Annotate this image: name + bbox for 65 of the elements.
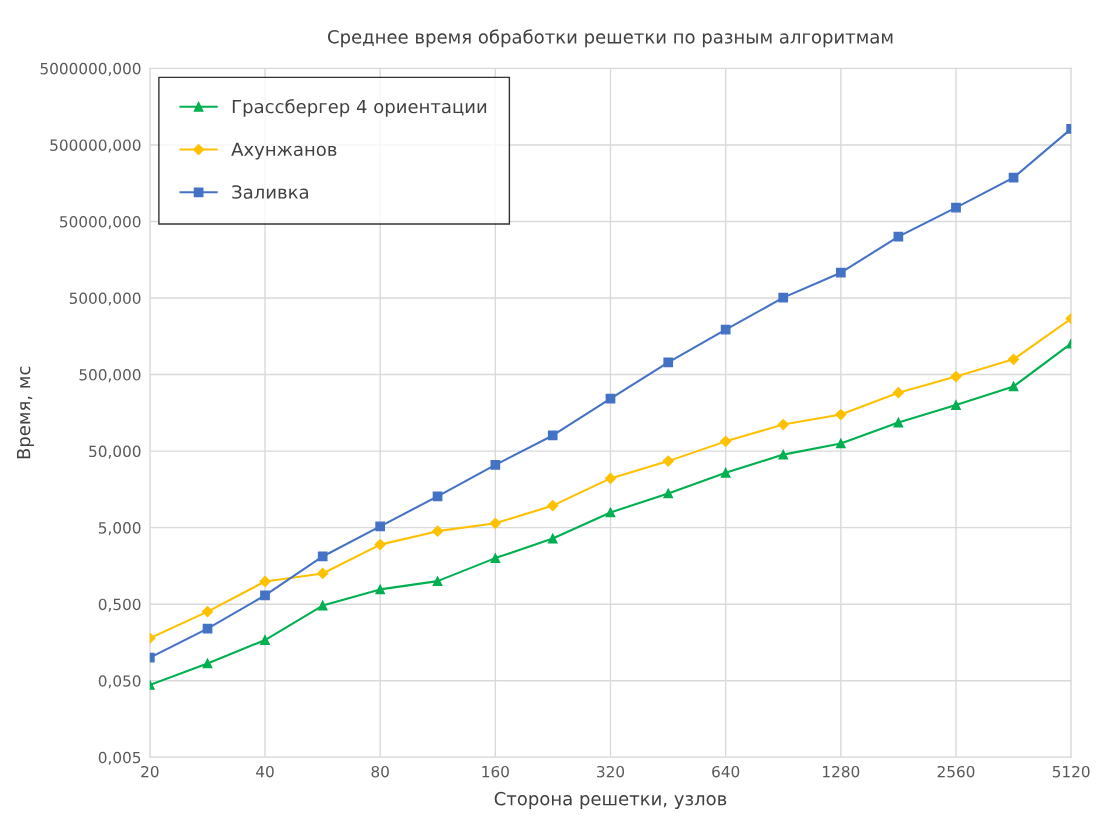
point (317, 551, 328, 562)
point (777, 418, 789, 431)
point (375, 584, 386, 595)
point (490, 460, 501, 470)
x-axis-title: Сторона решетки, узлов (494, 791, 727, 809)
point (1007, 353, 1020, 365)
legend-label: Грассбергер 4 ориентации (232, 99, 487, 117)
x-tick-label: 20 (141, 765, 159, 778)
x-tick-label: 2560 (937, 765, 975, 778)
point (547, 500, 559, 512)
point (835, 438, 846, 449)
x-tick-label: 320 (597, 765, 625, 778)
point (431, 525, 444, 537)
y-tick-label: 50000,000 (60, 215, 141, 230)
y-tick-label: 500000,000 (50, 139, 141, 153)
point (490, 553, 501, 563)
point (663, 357, 674, 368)
point (547, 533, 558, 544)
y-tick-label: 0,500 (98, 598, 141, 612)
x-tick-label: 1280 (823, 765, 860, 778)
legend-label: Ахунжанов (231, 142, 337, 160)
y-tick-label: 5000000,000 (40, 62, 141, 76)
point (950, 371, 962, 383)
point (547, 430, 558, 441)
point (605, 507, 616, 518)
point (663, 488, 674, 499)
legend-label: Заливка (232, 185, 308, 199)
point (201, 605, 214, 618)
point (893, 417, 904, 428)
y-tick-label: 500,000 (79, 369, 141, 383)
y-tick-label: 0,005 (98, 751, 141, 765)
point (662, 455, 674, 467)
point (835, 267, 846, 278)
point (489, 517, 501, 529)
point (202, 658, 213, 669)
point (374, 539, 386, 551)
point (951, 400, 961, 410)
y-tick-label: 5000,000 (69, 292, 141, 306)
point (375, 521, 386, 532)
point (892, 387, 904, 399)
point (720, 435, 732, 447)
point (720, 324, 731, 335)
point (951, 202, 961, 213)
point (720, 467, 731, 478)
y-axis-title: Время, мс (16, 366, 34, 459)
point (260, 635, 270, 645)
point (778, 449, 789, 460)
point (259, 575, 271, 588)
x-tick-label: 5120 (1052, 765, 1090, 778)
x-tick-label: 80 (371, 765, 389, 778)
chart-title: Среднее время обработки решетки по разным алгоритмам (327, 29, 893, 48)
point (604, 472, 617, 484)
x-tick-label: 40 (256, 765, 274, 778)
y-tick-label: 0,050 (98, 675, 141, 689)
point (317, 600, 328, 611)
point (432, 576, 443, 587)
point (317, 567, 329, 580)
point (260, 590, 270, 601)
x-tick-label: 160 (482, 765, 509, 778)
x-tick-label: 640 (712, 765, 740, 778)
y-tick-label: 50,000 (89, 445, 141, 459)
point (835, 408, 847, 421)
point (778, 292, 789, 303)
y-tick-label: 5,000 (98, 522, 141, 536)
point (1008, 381, 1019, 392)
